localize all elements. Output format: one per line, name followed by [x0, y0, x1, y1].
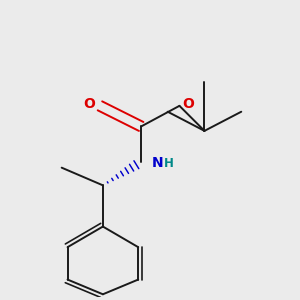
- Text: O: O: [84, 98, 96, 111]
- Text: O: O: [182, 98, 194, 111]
- Text: H: H: [164, 157, 174, 170]
- Text: N: N: [152, 156, 163, 170]
